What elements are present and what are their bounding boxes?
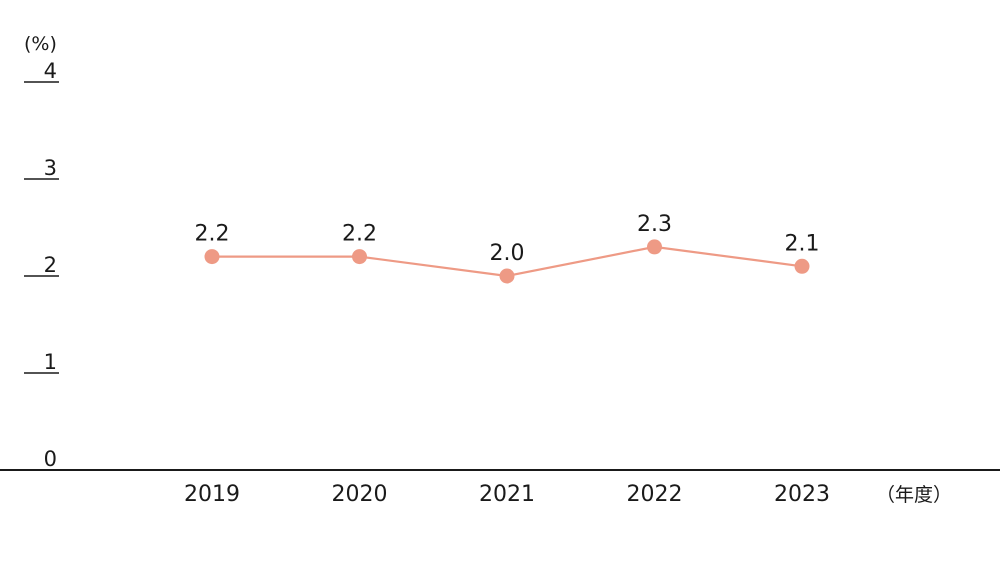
y-axis-unit-label: (%) bbox=[24, 33, 57, 55]
data-label: 2.0 bbox=[490, 241, 525, 266]
x-axis: 2019 2020 2021 2022 2023 bbox=[184, 482, 830, 507]
y-tick-label: 4 bbox=[44, 59, 57, 83]
x-tick-label: 2021 bbox=[479, 482, 535, 507]
x-axis-unit-label: （年度） bbox=[876, 484, 952, 506]
series-layer: 2.2 2.2 2.0 2.3 2.1 bbox=[195, 212, 820, 284]
data-point bbox=[647, 239, 662, 255]
x-tick-label: 2022 bbox=[627, 482, 683, 507]
data-label: 2.2 bbox=[342, 222, 377, 247]
data-label: 2.3 bbox=[637, 212, 672, 237]
data-point bbox=[204, 249, 220, 265]
data-label: 2.2 bbox=[195, 222, 230, 247]
data-label: 2.1 bbox=[785, 231, 820, 256]
y-tick-label: 2 bbox=[44, 253, 57, 277]
data-point bbox=[352, 249, 367, 265]
y-axis: 0 1 2 3 4 bbox=[24, 59, 59, 471]
data-point bbox=[794, 258, 810, 274]
data-point bbox=[499, 268, 515, 284]
x-tick-label: 2020 bbox=[332, 482, 388, 507]
y-tick-label: 3 bbox=[44, 156, 57, 180]
x-tick-label: 2019 bbox=[184, 482, 240, 507]
y-tick-label: 1 bbox=[44, 350, 57, 374]
x-tick-label: 2023 bbox=[774, 482, 830, 507]
y-tick-label: 0 bbox=[44, 447, 57, 471]
